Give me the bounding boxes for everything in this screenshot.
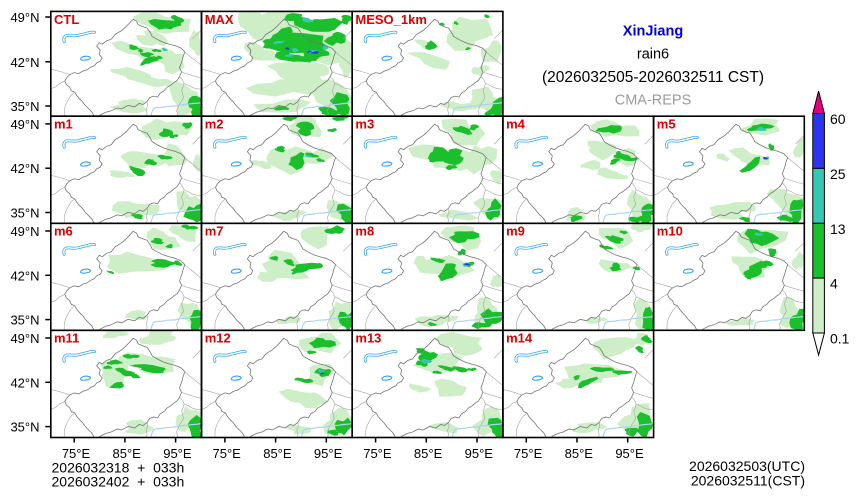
svg-text:95°E: 95°E [615, 446, 644, 461]
svg-text:49°N: 49°N [10, 331, 39, 346]
svg-text:2026032511(CST): 2026032511(CST) [691, 473, 805, 489]
svg-text:2026032318 + 033h: 2026032318 + 033h [52, 460, 185, 476]
svg-text:rain6: rain6 [637, 47, 669, 63]
svg-text:13: 13 [830, 221, 846, 237]
svg-text:m3: m3 [355, 117, 374, 132]
svg-text:MESO_1km: MESO_1km [355, 12, 427, 27]
svg-text:49°N: 49°N [10, 224, 39, 239]
svg-text:CTL: CTL [54, 12, 79, 27]
svg-text:35°N: 35°N [10, 206, 39, 221]
svg-text:m5: m5 [657, 117, 676, 132]
svg-text:75°E: 75°E [62, 446, 91, 461]
svg-text:MAX: MAX [205, 12, 234, 27]
svg-text:35°N: 35°N [10, 313, 39, 328]
svg-text:(2026032505-2026032511 CST): (2026032505-2026032511 CST) [542, 69, 764, 86]
svg-text:42°N: 42°N [10, 161, 39, 176]
svg-text:95°E: 95°E [465, 446, 494, 461]
svg-text:m13: m13 [355, 331, 381, 346]
svg-text:49°N: 49°N [10, 117, 39, 132]
svg-text:75°E: 75°E [213, 446, 242, 461]
svg-text:m4: m4 [506, 117, 526, 132]
svg-text:85°E: 85°E [414, 446, 443, 461]
svg-text:35°N: 35°N [10, 420, 39, 435]
svg-text:m10: m10 [657, 224, 683, 239]
svg-text:75°E: 75°E [363, 446, 392, 461]
svg-text:m1: m1 [54, 117, 73, 132]
svg-text:60: 60 [830, 111, 846, 127]
svg-text:95°E: 95°E [163, 446, 192, 461]
svg-text:m8: m8 [355, 224, 374, 239]
svg-text:35°N: 35°N [10, 99, 39, 114]
svg-text:2026032402 + 033h: 2026032402 + 033h [52, 474, 185, 490]
svg-text:49°N: 49°N [10, 10, 39, 25]
svg-text:XinJiang: XinJiang [623, 24, 683, 40]
svg-text:m12: m12 [205, 331, 231, 346]
svg-text:m11: m11 [54, 331, 79, 346]
svg-text:42°N: 42°N [10, 55, 39, 70]
svg-text:0.1: 0.1 [830, 331, 850, 347]
svg-text:75°E: 75°E [514, 446, 543, 461]
svg-text:m14: m14 [506, 331, 533, 346]
svg-text:CMA-REPS: CMA-REPS [615, 93, 692, 109]
svg-text:85°E: 85°E [565, 446, 594, 461]
svg-text:m7: m7 [205, 224, 224, 239]
svg-text:95°E: 95°E [314, 446, 343, 461]
svg-text:85°E: 85°E [263, 446, 292, 461]
svg-text:25: 25 [830, 166, 846, 182]
svg-text:42°N: 42°N [10, 375, 39, 390]
svg-text:m6: m6 [54, 224, 73, 239]
svg-text:2026032503(UTC): 2026032503(UTC) [689, 458, 805, 474]
svg-text:m2: m2 [205, 117, 224, 132]
svg-text:85°E: 85°E [113, 446, 142, 461]
svg-text:42°N: 42°N [10, 268, 39, 283]
svg-text:m9: m9 [506, 224, 525, 239]
svg-text:4: 4 [830, 276, 838, 292]
